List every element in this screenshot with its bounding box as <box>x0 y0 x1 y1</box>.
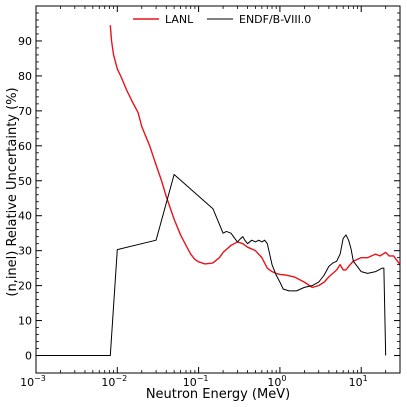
y-tick-label: 40 <box>18 210 32 223</box>
y-tick-label: 70 <box>18 105 32 118</box>
plot-area <box>35 5 401 374</box>
x-tick-label: 101 <box>349 374 368 389</box>
y-tick-label: 30 <box>18 245 32 258</box>
legend-label-lanl: LANL <box>165 13 194 26</box>
plot-frame <box>35 5 401 374</box>
y-tick-label: 20 <box>18 280 32 293</box>
legend-label-endf: ENDF/B-VIII.0 <box>239 13 311 26</box>
y-tick-label: 80 <box>18 70 32 83</box>
axes: 0 10 20 30 40 50 60 70 80 90 10−3 10−2 10−1 100 101 <box>18 6 401 389</box>
x-tick-label: 10−2 <box>101 374 127 389</box>
legend: LANL ENDF/B-VIII.0 <box>133 13 311 26</box>
y-tick-label: 60 <box>18 140 32 153</box>
y-tick-label: 90 <box>18 35 32 48</box>
y-tick-label: 0 <box>25 350 32 363</box>
x-axis-label: Neutron Energy (MeV) <box>146 387 290 402</box>
data-series <box>36 25 401 357</box>
y-tick-label: 50 <box>18 175 32 188</box>
series-line-lanl <box>109 25 401 289</box>
x-tick-label: 10−3 <box>20 374 46 389</box>
y-axis-label: (n,inel) Relative Uncertainty (%) <box>5 87 20 296</box>
y-tick-label: 10 <box>18 315 32 328</box>
x-tick-label: 100 <box>267 374 286 389</box>
series-line-endf <box>36 173 387 357</box>
x-tick-label: 10−1 <box>183 374 209 389</box>
